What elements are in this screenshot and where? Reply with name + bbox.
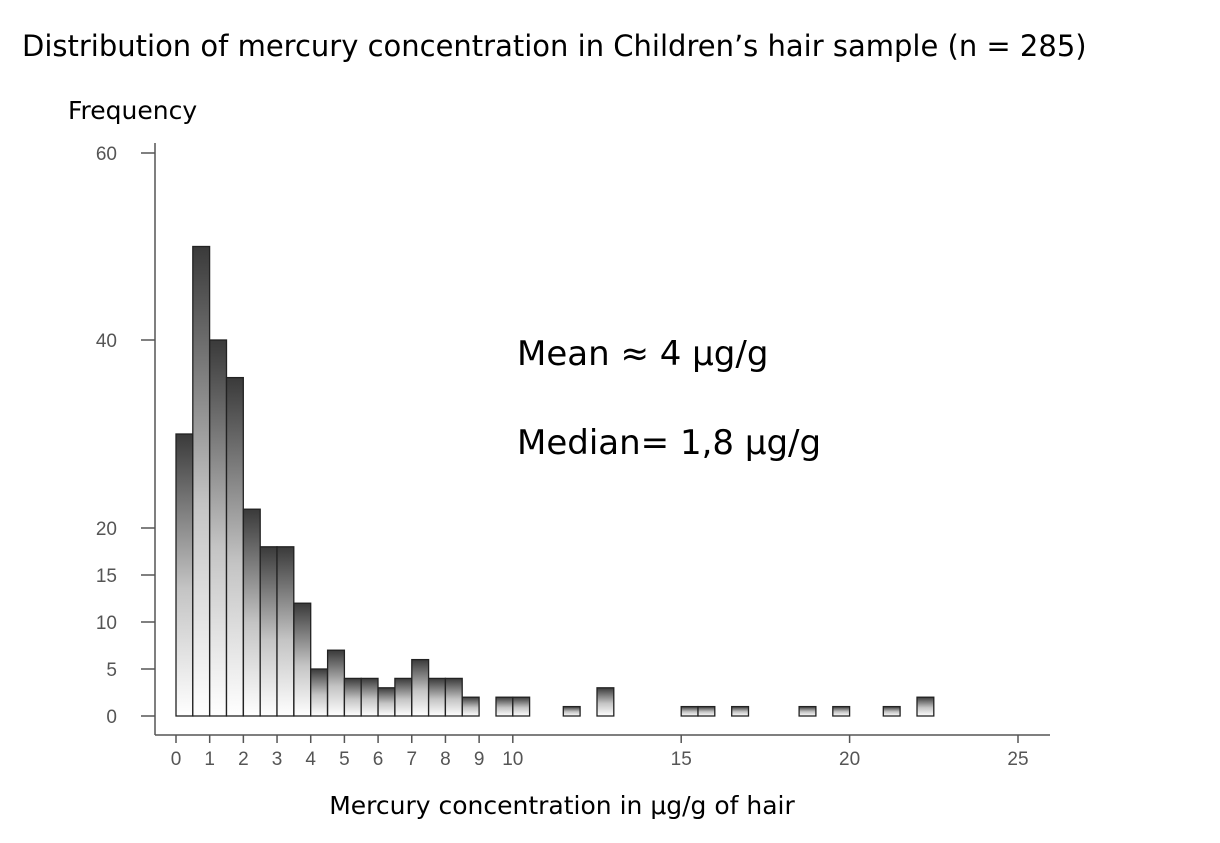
histogram-bar (731, 705, 750, 717)
histogram-bar (343, 677, 362, 717)
x-tick-label: 3 (272, 749, 283, 770)
y-tick-label: 15 (96, 566, 117, 587)
histogram-bar (360, 677, 379, 717)
x-tick-label: 15 (671, 749, 692, 770)
y-tick-label: 60 (96, 144, 117, 165)
histogram-bar (175, 433, 194, 717)
y-tick-label: 20 (96, 519, 117, 540)
histogram-bar (798, 705, 817, 717)
x-tick-label: 20 (839, 749, 860, 770)
x-axis-ticks: 0 1 2 3 4 5 6 7 8 9 10 15 20 25 (171, 735, 1029, 770)
median-annotation: Median= 1,8 μg/g (517, 423, 821, 463)
histogram-bar (832, 705, 851, 717)
y-tick-label: 0 (106, 707, 117, 728)
histogram-bar (276, 546, 295, 717)
x-tick-label: 0 (171, 749, 182, 770)
x-tick-label: 8 (440, 749, 451, 770)
histogram-bar (882, 705, 901, 717)
x-tick-label: 2 (238, 749, 249, 770)
histogram-bar (192, 245, 211, 717)
histogram-bar (461, 696, 480, 717)
x-tick-label: 10 (502, 749, 523, 770)
histogram-bar (495, 696, 514, 717)
histogram-bar (596, 687, 615, 717)
histogram-bar (916, 696, 935, 717)
x-tick-label: 6 (373, 749, 384, 770)
y-tick-label: 5 (106, 660, 117, 681)
y-tick-label: 40 (96, 331, 117, 352)
histogram-bar (680, 705, 699, 717)
y-axis-label: Frequency (68, 96, 197, 125)
chart-title: Distribution of mercury concentration in… (22, 29, 1087, 63)
histogram-bar (427, 677, 447, 717)
histogram-bar (242, 508, 261, 717)
x-tick-label: 1 (204, 749, 215, 770)
histogram-bar (293, 602, 312, 717)
y-axis-ticks: 0 5 10 15 20 40 60 (96, 144, 155, 728)
x-tick-label: 5 (339, 749, 350, 770)
y-tick-label: 10 (96, 613, 117, 634)
histogram-bar (562, 705, 581, 717)
histogram-bar (394, 677, 413, 717)
x-tick-label: 25 (1007, 749, 1028, 770)
histogram-bar (697, 705, 716, 717)
histogram-bar (326, 649, 346, 717)
histogram-bar (259, 546, 278, 717)
histogram-bar (225, 376, 244, 717)
mean-annotation: Mean ≈ 4 μg/g (517, 334, 768, 374)
histogram-bar (209, 339, 228, 717)
histogram-bar (512, 696, 531, 717)
histogram-bar (411, 658, 430, 717)
histogram-bar (444, 677, 463, 717)
x-tick-label: 9 (474, 749, 485, 770)
histogram-bar (377, 687, 396, 717)
x-tick-label: 7 (406, 749, 417, 770)
x-axis-label: Mercury concentration in μg/g of hair (329, 791, 795, 820)
x-tick-label: 4 (305, 749, 316, 770)
histogram-bar (310, 668, 329, 717)
histogram-bars (175, 245, 935, 717)
